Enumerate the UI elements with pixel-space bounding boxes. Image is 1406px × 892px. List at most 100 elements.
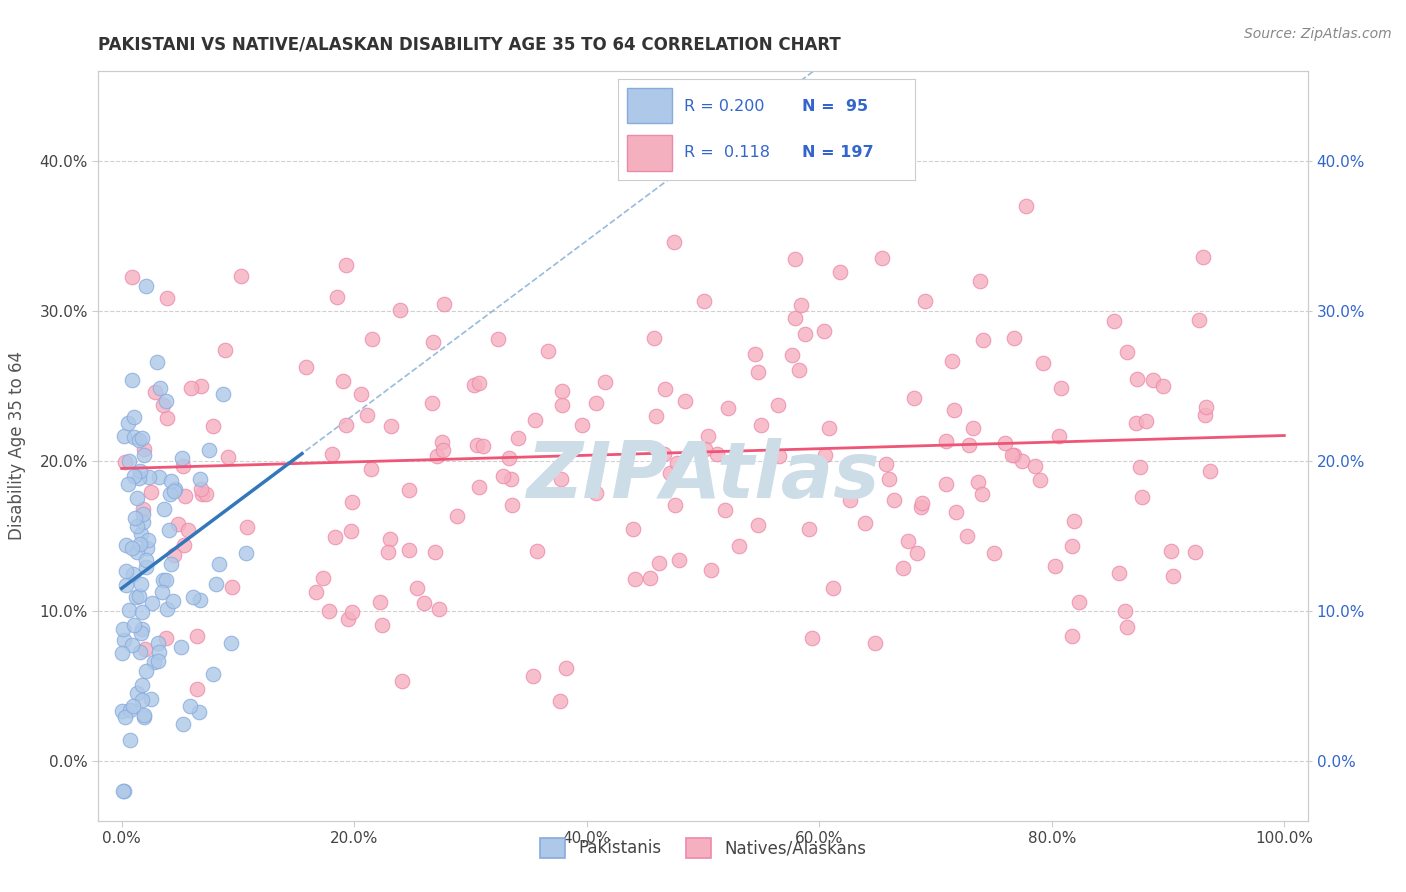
Pakistanis <box>141 596 163 610</box>
Natives/Alaskans <box>821 581 844 595</box>
Pakistanis <box>155 394 177 409</box>
Natives/Alaskans <box>499 472 522 486</box>
Pakistanis <box>143 655 166 669</box>
Natives/Alaskans <box>891 561 914 575</box>
Natives/Alaskans <box>1135 414 1157 428</box>
Natives/Alaskans <box>1001 448 1024 462</box>
Pakistanis <box>187 705 209 719</box>
Pakistanis <box>159 474 181 488</box>
Natives/Alaskans <box>903 391 925 405</box>
Natives/Alaskans <box>1060 629 1083 643</box>
Natives/Alaskans <box>638 571 661 585</box>
Natives/Alaskans <box>749 417 772 432</box>
Natives/Alaskans <box>186 681 208 696</box>
Natives/Alaskans <box>621 522 644 536</box>
Natives/Alaskans <box>755 164 778 178</box>
Pakistanis <box>131 626 153 640</box>
Natives/Alaskans <box>121 270 143 285</box>
Pakistanis <box>135 553 157 567</box>
Natives/Alaskans <box>378 533 401 547</box>
Natives/Alaskans <box>173 538 195 552</box>
Natives/Alaskans <box>388 302 411 317</box>
Natives/Alaskans <box>380 418 402 433</box>
Natives/Alaskans <box>914 294 936 309</box>
Natives/Alaskans <box>190 486 212 500</box>
Natives/Alaskans <box>571 417 593 432</box>
Natives/Alaskans <box>1004 331 1026 345</box>
Pakistanis <box>128 537 150 551</box>
Pakistanis <box>208 557 231 571</box>
Natives/Alaskans <box>945 505 967 519</box>
Natives/Alaskans <box>785 311 807 326</box>
Natives/Alaskans <box>780 348 803 362</box>
Natives/Alaskans <box>652 447 675 461</box>
Natives/Alaskans <box>134 442 156 456</box>
Pakistanis <box>120 703 142 717</box>
Natives/Alaskans <box>467 438 489 452</box>
Natives/Alaskans <box>377 545 399 559</box>
Pakistanis <box>125 590 148 604</box>
Natives/Alaskans <box>426 449 449 463</box>
Natives/Alaskans <box>1047 429 1070 443</box>
Pakistanis <box>121 541 143 555</box>
Natives/Alaskans <box>336 612 359 626</box>
Natives/Alaskans <box>167 517 190 532</box>
Natives/Alaskans <box>666 456 689 470</box>
Pakistanis <box>128 464 150 478</box>
Natives/Alaskans <box>190 379 212 393</box>
Natives/Alaskans <box>139 485 162 500</box>
Pakistanis <box>138 470 160 484</box>
Pakistanis <box>132 708 155 723</box>
Natives/Alaskans <box>190 482 212 496</box>
Natives/Alaskans <box>1161 569 1184 583</box>
Pakistanis <box>124 510 146 524</box>
Natives/Alaskans <box>422 335 444 350</box>
Natives/Alaskans <box>321 447 343 461</box>
Natives/Alaskans <box>174 489 197 503</box>
Natives/Alaskans <box>1116 620 1139 634</box>
Natives/Alaskans <box>1129 460 1152 475</box>
Natives/Alaskans <box>972 333 994 347</box>
Natives/Alaskans <box>790 297 813 311</box>
Pakistanis <box>152 502 174 516</box>
Natives/Alaskans <box>744 347 766 361</box>
Natives/Alaskans <box>1060 540 1083 554</box>
Natives/Alaskans <box>911 496 934 510</box>
Pakistanis <box>114 710 136 724</box>
Text: PAKISTANI VS NATIVE/ALASKAN DISABILITY AGE 35 TO 64 CORRELATION CHART: PAKISTANI VS NATIVE/ALASKAN DISABILITY A… <box>98 36 841 54</box>
Natives/Alaskans <box>555 661 578 675</box>
Natives/Alaskans <box>1130 490 1153 504</box>
Natives/Alaskans <box>420 395 443 409</box>
Pakistanis <box>134 448 156 462</box>
Natives/Alaskans <box>305 585 328 599</box>
Natives/Alaskans <box>398 543 420 558</box>
Natives/Alaskans <box>1028 473 1050 487</box>
Natives/Alaskans <box>1187 313 1209 327</box>
Natives/Alaskans <box>1011 454 1033 468</box>
Pakistanis <box>122 699 145 714</box>
Natives/Alaskans <box>551 384 574 399</box>
Pakistanis <box>188 593 211 607</box>
Natives/Alaskans <box>828 265 851 279</box>
Natives/Alaskans <box>132 501 155 516</box>
Natives/Alaskans <box>713 503 735 517</box>
Natives/Alaskans <box>817 420 839 434</box>
Natives/Alaskans <box>956 529 979 543</box>
Pakistanis <box>131 606 153 620</box>
Pakistanis <box>212 386 235 401</box>
Natives/Alaskans <box>1192 250 1215 264</box>
Pakistanis <box>162 594 184 608</box>
Pakistanis <box>121 566 143 581</box>
Natives/Alaskans <box>967 475 990 489</box>
Pakistanis <box>159 486 181 500</box>
Pakistanis <box>111 705 134 719</box>
Natives/Alaskans <box>941 354 963 368</box>
Natives/Alaskans <box>700 563 723 577</box>
Pakistanis <box>125 519 148 533</box>
Pakistanis <box>129 527 152 541</box>
Natives/Alaskans <box>969 273 991 287</box>
Natives/Alaskans <box>747 365 769 379</box>
Natives/Alaskans <box>356 408 378 422</box>
Natives/Alaskans <box>155 632 177 646</box>
Natives/Alaskans <box>1050 381 1073 395</box>
